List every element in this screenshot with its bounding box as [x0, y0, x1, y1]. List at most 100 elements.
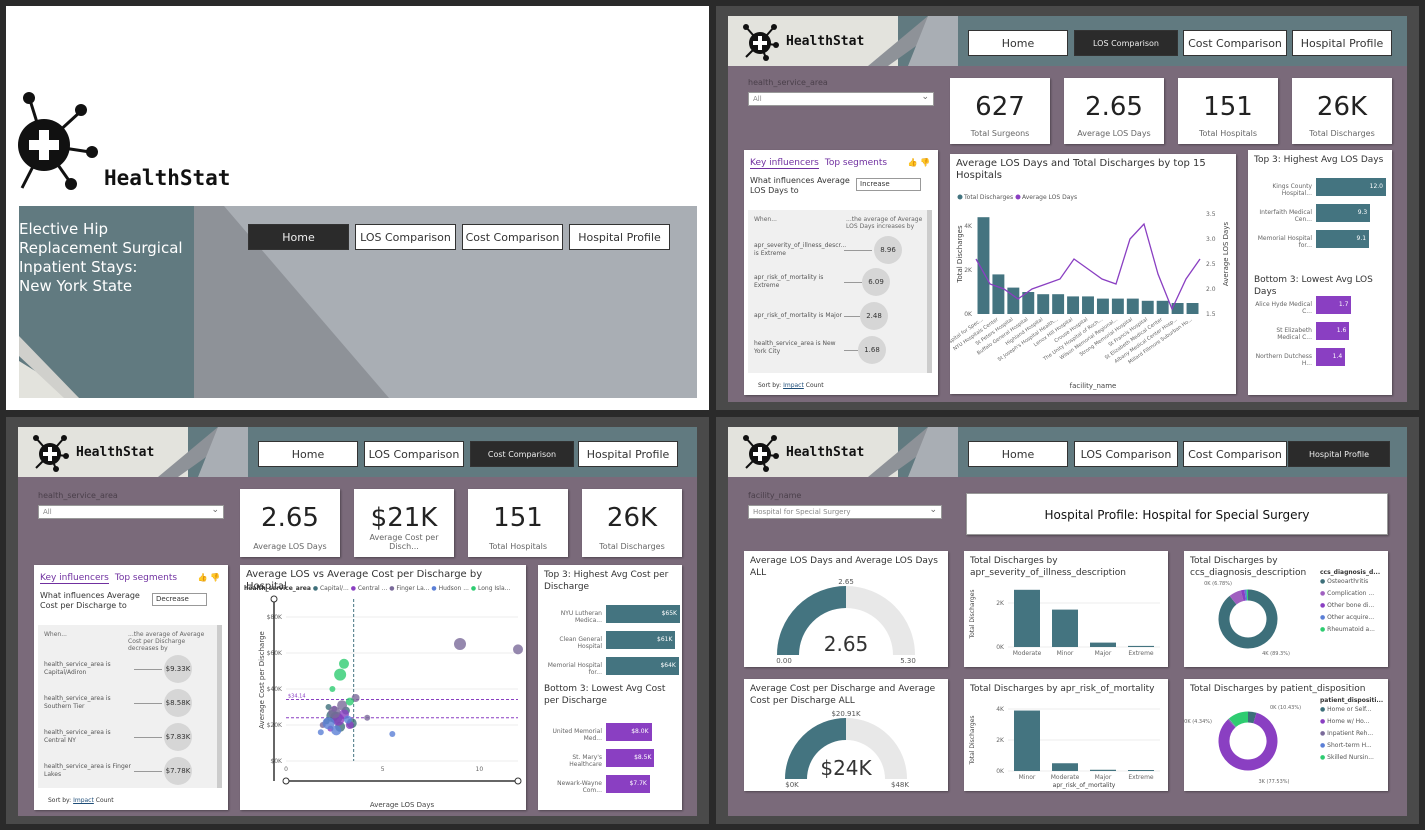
hbar[interactable]: 1.4: [1316, 348, 1346, 366]
gauge-max: $48K: [891, 781, 909, 789]
nav-los-button[interactable]: LOS Comparison: [364, 441, 464, 467]
nav-los-button[interactable]: LOS Comparison: [1074, 441, 1178, 467]
gauge-value: 2.65: [824, 632, 869, 656]
facility-name-dropdown[interactable]: Hospital for Special Surgery: [748, 504, 942, 519]
combo-chart[interactable]: Total Discharges Average LOS Days0K2K4KTo…: [950, 154, 1236, 394]
hbar-label: Memorial Hospital for...: [547, 662, 602, 676]
scatter-chart-title: Average LOS vs Average Cost per Discharg…: [246, 569, 483, 592]
tab-key-influencers[interactable]: Key influencers: [750, 158, 819, 169]
line-average-los: [975, 222, 1201, 311]
influencer-bubble[interactable]: 6.09: [862, 268, 890, 296]
severity-chart-card: Total Discharges by apr_severity_of_illn…: [964, 551, 1168, 667]
thumbs-icons[interactable]: 👍 👎: [197, 573, 220, 582]
nav-cost-button[interactable]: Cost Comparison: [1183, 30, 1287, 56]
hbar[interactable]: $8.5K: [606, 749, 655, 767]
nav-profile-button[interactable]: Hospital Profile: [578, 441, 678, 467]
brand-name: HealthStat: [786, 34, 865, 49]
gauge-los[interactable]: 2.65 0.00 5.30 2.65: [744, 551, 948, 667]
gauge-target: $20.91K: [831, 710, 860, 718]
scatter-point: [322, 717, 335, 730]
hbar[interactable]: $64K: [606, 657, 679, 675]
nav-home-button[interactable]: Home: [248, 224, 349, 250]
influencer-direction-select[interactable]: Increase: [856, 178, 921, 191]
tab-key-influencers[interactable]: Key influencers: [40, 573, 109, 584]
scatter-point: [328, 706, 341, 719]
influencer-row[interactable]: health_service_area is Southern Tier: [44, 695, 111, 710]
hbar[interactable]: 1.6: [1316, 322, 1350, 340]
influencer-row[interactable]: health_service_area is New York City: [754, 340, 836, 355]
influencer-row[interactable]: health_service_area is Capital/Adiron: [44, 661, 111, 676]
health-service-area-dropdown[interactable]: All: [748, 91, 934, 106]
x-tick: 10: [476, 766, 484, 773]
influencer-row[interactable]: apr_severity_of_illness_descr... is Extr…: [754, 242, 847, 257]
nav-los-button[interactable]: LOS Comparison: [1074, 30, 1178, 56]
influencer-bubble[interactable]: $9.33K: [164, 655, 192, 683]
influencer-bubble[interactable]: 1.68: [858, 336, 886, 364]
sort-by-control[interactable]: Sort by: Impact Count: [48, 797, 114, 804]
hbar[interactable]: $8.0K: [606, 723, 652, 741]
hbar[interactable]: $7.7K: [606, 775, 650, 793]
nav-cost-button[interactable]: Cost Comparison: [462, 224, 563, 250]
influencer-bubble[interactable]: $8.58K: [164, 689, 192, 717]
legend-label-discharges: Total Discharges: [963, 194, 1013, 201]
health-service-area-dropdown[interactable]: All: [38, 504, 224, 519]
scatter-point: [389, 731, 396, 737]
disposition-donut[interactable]: 0K (10.43%) 0K (4.34%) 3K (77.53%): [1184, 679, 1388, 791]
y-tick: $0K: [270, 758, 283, 765]
gauge-target: 2.65: [838, 578, 854, 586]
header-triangle: [158, 427, 248, 477]
scatter-chart[interactable]: $0K $20K $40K $60K $80K 0 5 10 $34.14 Average LOS…: [240, 565, 526, 810]
nav-cost-button[interactable]: Cost Comparison: [1183, 441, 1287, 467]
nav-profile-button[interactable]: Hospital Profile: [1292, 30, 1392, 56]
hbar[interactable]: $61K: [606, 631, 676, 649]
combo-chart-card: Average LOS Days and Total Discharges by…: [950, 154, 1236, 394]
hbar[interactable]: $65K: [606, 605, 680, 623]
donut-slice: [1218, 589, 1278, 649]
hospital-profile-page: HealthStat Home LOS Comparison Cost Comp…: [716, 417, 1419, 824]
y-axis-label: Total Discharges: [969, 715, 976, 765]
hbar[interactable]: 9.3: [1316, 204, 1371, 222]
nav-home-button[interactable]: Home: [968, 441, 1068, 467]
los-comparison-page: HealthStat Home LOS Comparison Cost Comp…: [716, 6, 1419, 410]
nav-home-button[interactable]: Home: [258, 441, 358, 467]
influencer-bubble[interactable]: 2.48: [860, 302, 888, 330]
influencer-row[interactable]: apr_risk_of_mortality is Major: [754, 312, 842, 319]
x-axis-label: facility_name: [1070, 382, 1117, 390]
sort-by-control[interactable]: Sort by: Impact Count: [758, 382, 824, 389]
influencer-row[interactable]: apr_risk_of_mortality is Extreme: [754, 274, 824, 289]
nav-cost-button[interactable]: Cost Comparison: [470, 441, 574, 467]
nav-profile-button[interactable]: Hospital Profile: [1288, 441, 1390, 467]
x-tick: 5: [381, 766, 385, 773]
influencer-bubble[interactable]: $7.78K: [164, 757, 192, 785]
y-axis-label: Total Discharges: [956, 225, 964, 284]
nav-home-button[interactable]: Home: [968, 30, 1068, 56]
scrollbar[interactable]: [927, 210, 932, 373]
tab-top-segments[interactable]: Top segments: [824, 158, 888, 168]
y-tick: 4K: [996, 706, 1005, 713]
kpi-total-surgeons: 627 Total Surgeons: [950, 78, 1050, 144]
x-tick-label: Minor: [1057, 650, 1074, 657]
hbar[interactable]: 1.7: [1316, 296, 1352, 314]
influencer-list: When... ...the average of Average LOS Da…: [748, 210, 932, 373]
bar-discharges: [1022, 292, 1035, 314]
donut-slice: [1218, 712, 1278, 771]
diagnosis-legend: ccs_diagnosis_d... ● Osteoarthritis ● Comp…: [1320, 569, 1381, 633]
gauge-cost[interactable]: $24K $0K $48K $20.91K: [744, 679, 948, 791]
hbar[interactable]: 12.0: [1316, 178, 1386, 196]
influencer-bubble[interactable]: 8.96: [874, 236, 902, 264]
hbar[interactable]: 9.1: [1316, 230, 1370, 248]
diagnosis-donut[interactable]: 0K (6.78%) 4K (89.3%): [1184, 551, 1388, 667]
scatter-point: [329, 686, 336, 692]
scrollbar[interactable]: [217, 625, 222, 788]
influencer-direction-select[interactable]: Decrease: [152, 593, 207, 606]
thumbs-icons[interactable]: 👍 👎: [907, 158, 930, 167]
influencer-bubble[interactable]: $7.83K: [164, 723, 192, 751]
influencer-row[interactable]: health_service_area is Central NY: [44, 729, 111, 744]
tab-top-segments[interactable]: Top segments: [114, 573, 178, 583]
nav-los-button[interactable]: LOS Comparison: [355, 224, 456, 250]
influencer-row[interactable]: health_service_area is Finger Lakes: [44, 763, 131, 778]
nav-profile-button[interactable]: Hospital Profile: [569, 224, 670, 250]
kpi-average-los: 2.65 Average LOS Days: [240, 489, 340, 557]
